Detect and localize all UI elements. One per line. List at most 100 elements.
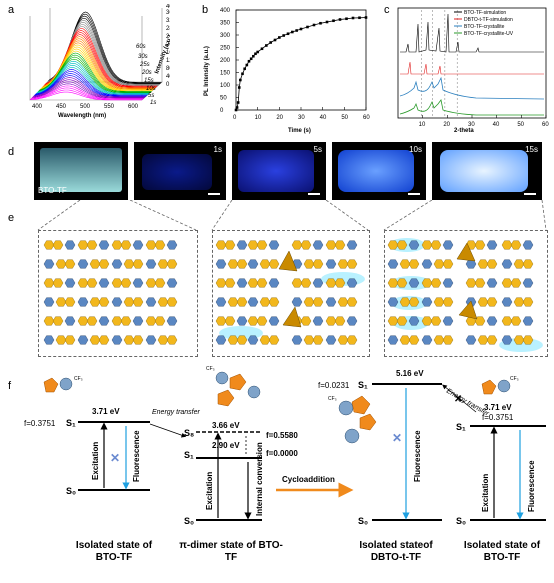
f-fluorescence-3: Fluorescence	[527, 460, 536, 512]
molecule-ring-blue	[442, 240, 454, 250]
molecule-ring-blue	[387, 259, 399, 269]
b-ylabel: PL Intensity (a.u.)	[204, 46, 210, 96]
molecule-ring-yellow	[256, 240, 268, 250]
f-s0-label-4: S₀	[456, 516, 466, 526]
photo-label: BTO-TF	[38, 186, 67, 195]
molecule-ring-yellow	[421, 316, 433, 326]
molecule-ring-yellow	[421, 240, 433, 250]
caption-dbto-t-tf: Isolated stateof DBTO-t-TF	[359, 540, 433, 563]
molecule-ring-yellow	[334, 278, 346, 288]
a-xtick: 500	[80, 104, 91, 110]
b-xlabel: Time (s)	[288, 128, 311, 134]
molecule-ring-blue	[64, 240, 76, 250]
a-ztick-group: 0 40 80 120 160 200 240 280 320 360 400	[166, 4, 170, 88]
molecule-ring-blue	[98, 240, 110, 250]
molecule-ring-blue	[145, 259, 157, 269]
a-xtick: 550	[104, 104, 115, 110]
c-xtick: 30	[468, 122, 475, 128]
b-ytick: 350	[220, 21, 231, 27]
c-xtick: 20	[443, 122, 450, 128]
molecule-ring-yellow	[421, 278, 433, 288]
molecule-ring-yellow	[55, 297, 67, 307]
molecule-ring-yellow	[303, 335, 315, 345]
molecule-ring-yellow	[510, 316, 522, 326]
molecule-ring-yellow	[268, 297, 280, 307]
molecule-ring-yellow	[52, 316, 64, 326]
molecule-ring-yellow	[236, 297, 248, 307]
b-data-point	[273, 38, 277, 42]
molecule-ring-yellow	[64, 335, 76, 345]
cycloadduct-linker	[458, 300, 478, 320]
svg-text:200: 200	[166, 42, 170, 48]
svg-text:15s: 15s	[144, 78, 154, 84]
panel-a-3d-spectra: 400 450 500 550 600 Wavelength (nm) 0 40…	[29, 4, 170, 119]
molecule-ring-blue	[291, 335, 303, 345]
f-energy-2: 3.66 eV	[212, 421, 240, 430]
a-spectrum-curve	[36, 65, 149, 95]
c-legend-bto-sim: BTO-TF-simulation	[464, 10, 506, 16]
b-data-point	[358, 16, 361, 20]
b-data-point	[319, 21, 322, 25]
molecule-ring-yellow	[501, 278, 513, 288]
b-data-point	[252, 54, 255, 58]
molecule-ring-blue	[501, 297, 513, 307]
panel-a-label: a	[8, 4, 15, 16]
b-data-point	[351, 16, 355, 20]
svg-text:CF₃: CF₃	[206, 366, 215, 372]
f-osc-3: f=0.0000	[266, 449, 298, 458]
molecule-ring-yellow	[157, 297, 169, 307]
b-data-point	[286, 32, 290, 36]
molecule-ring-yellow	[387, 278, 399, 288]
a-spectrum-curve	[37, 60, 150, 94]
molecule-ring-yellow	[430, 240, 442, 250]
molecule-ring-yellow	[259, 297, 271, 307]
molecule-ring-yellow	[111, 240, 123, 250]
a-spectrum-curve	[36, 62, 149, 94]
molecule-ring-yellow	[396, 316, 408, 326]
molecule-ring-yellow	[513, 335, 525, 345]
molecule-ring-yellow	[215, 316, 227, 326]
svg-text:360: 360	[166, 10, 170, 16]
molecule-ring-yellow	[145, 316, 157, 326]
molecule-ring-yellow	[522, 259, 534, 269]
molecule-ring-blue	[486, 316, 498, 326]
molecule-ring-yellow	[98, 297, 110, 307]
molecule-ring-blue	[408, 240, 420, 250]
molecule-ring-blue	[312, 240, 324, 250]
molecule-ring-yellow	[325, 240, 337, 250]
molecule-ring-yellow	[154, 278, 166, 288]
molecule-ring-blue	[132, 278, 144, 288]
svg-text:20s: 20s	[141, 70, 152, 76]
b-data-point	[235, 106, 239, 109]
photo-15s: 15s	[432, 142, 542, 200]
c-xtick: 10	[419, 122, 426, 128]
f-energy-transfer-1: Energy transfer	[152, 409, 201, 416]
f-internal-conv: Internal conversion	[255, 442, 264, 516]
molecule-ring-yellow	[408, 335, 420, 345]
molecule-ring-blue	[215, 259, 227, 269]
molecule-ring-yellow	[256, 316, 268, 326]
molecule-ring-yellow	[98, 259, 110, 269]
molecule-ring-yellow	[166, 335, 178, 345]
molecule-ring-blue	[166, 316, 178, 326]
molecule-ring-blue	[325, 259, 337, 269]
molecule-ring-yellow	[52, 240, 64, 250]
f-osc-2: f=0.5580	[266, 431, 298, 440]
molecule-ring-blue	[346, 316, 358, 326]
f-fluorescence-1: Fluorescence	[132, 430, 141, 482]
molecule-ring-yellow	[477, 335, 489, 345]
caption-isolated-bto-right: Isolated state of BTO-TF	[463, 540, 541, 563]
molecule-ring-yellow	[408, 259, 420, 269]
molecule-ring-blue	[111, 259, 123, 269]
c-series-dbto-sim	[400, 61, 544, 75]
molecule-ring-yellow	[120, 240, 132, 250]
molecule-ring-yellow	[396, 278, 408, 288]
svg-text:240: 240	[166, 34, 170, 40]
molecule-ring-yellow	[227, 335, 239, 345]
molecule-ring-blue	[465, 335, 477, 345]
svg-text:40: 40	[166, 74, 170, 80]
f-energy-4: 5.16 eV	[396, 369, 424, 378]
molecule-ring-yellow	[346, 335, 358, 345]
c-series-bto-crys	[399, 76, 545, 100]
svg-text:5s: 5s	[148, 93, 154, 99]
